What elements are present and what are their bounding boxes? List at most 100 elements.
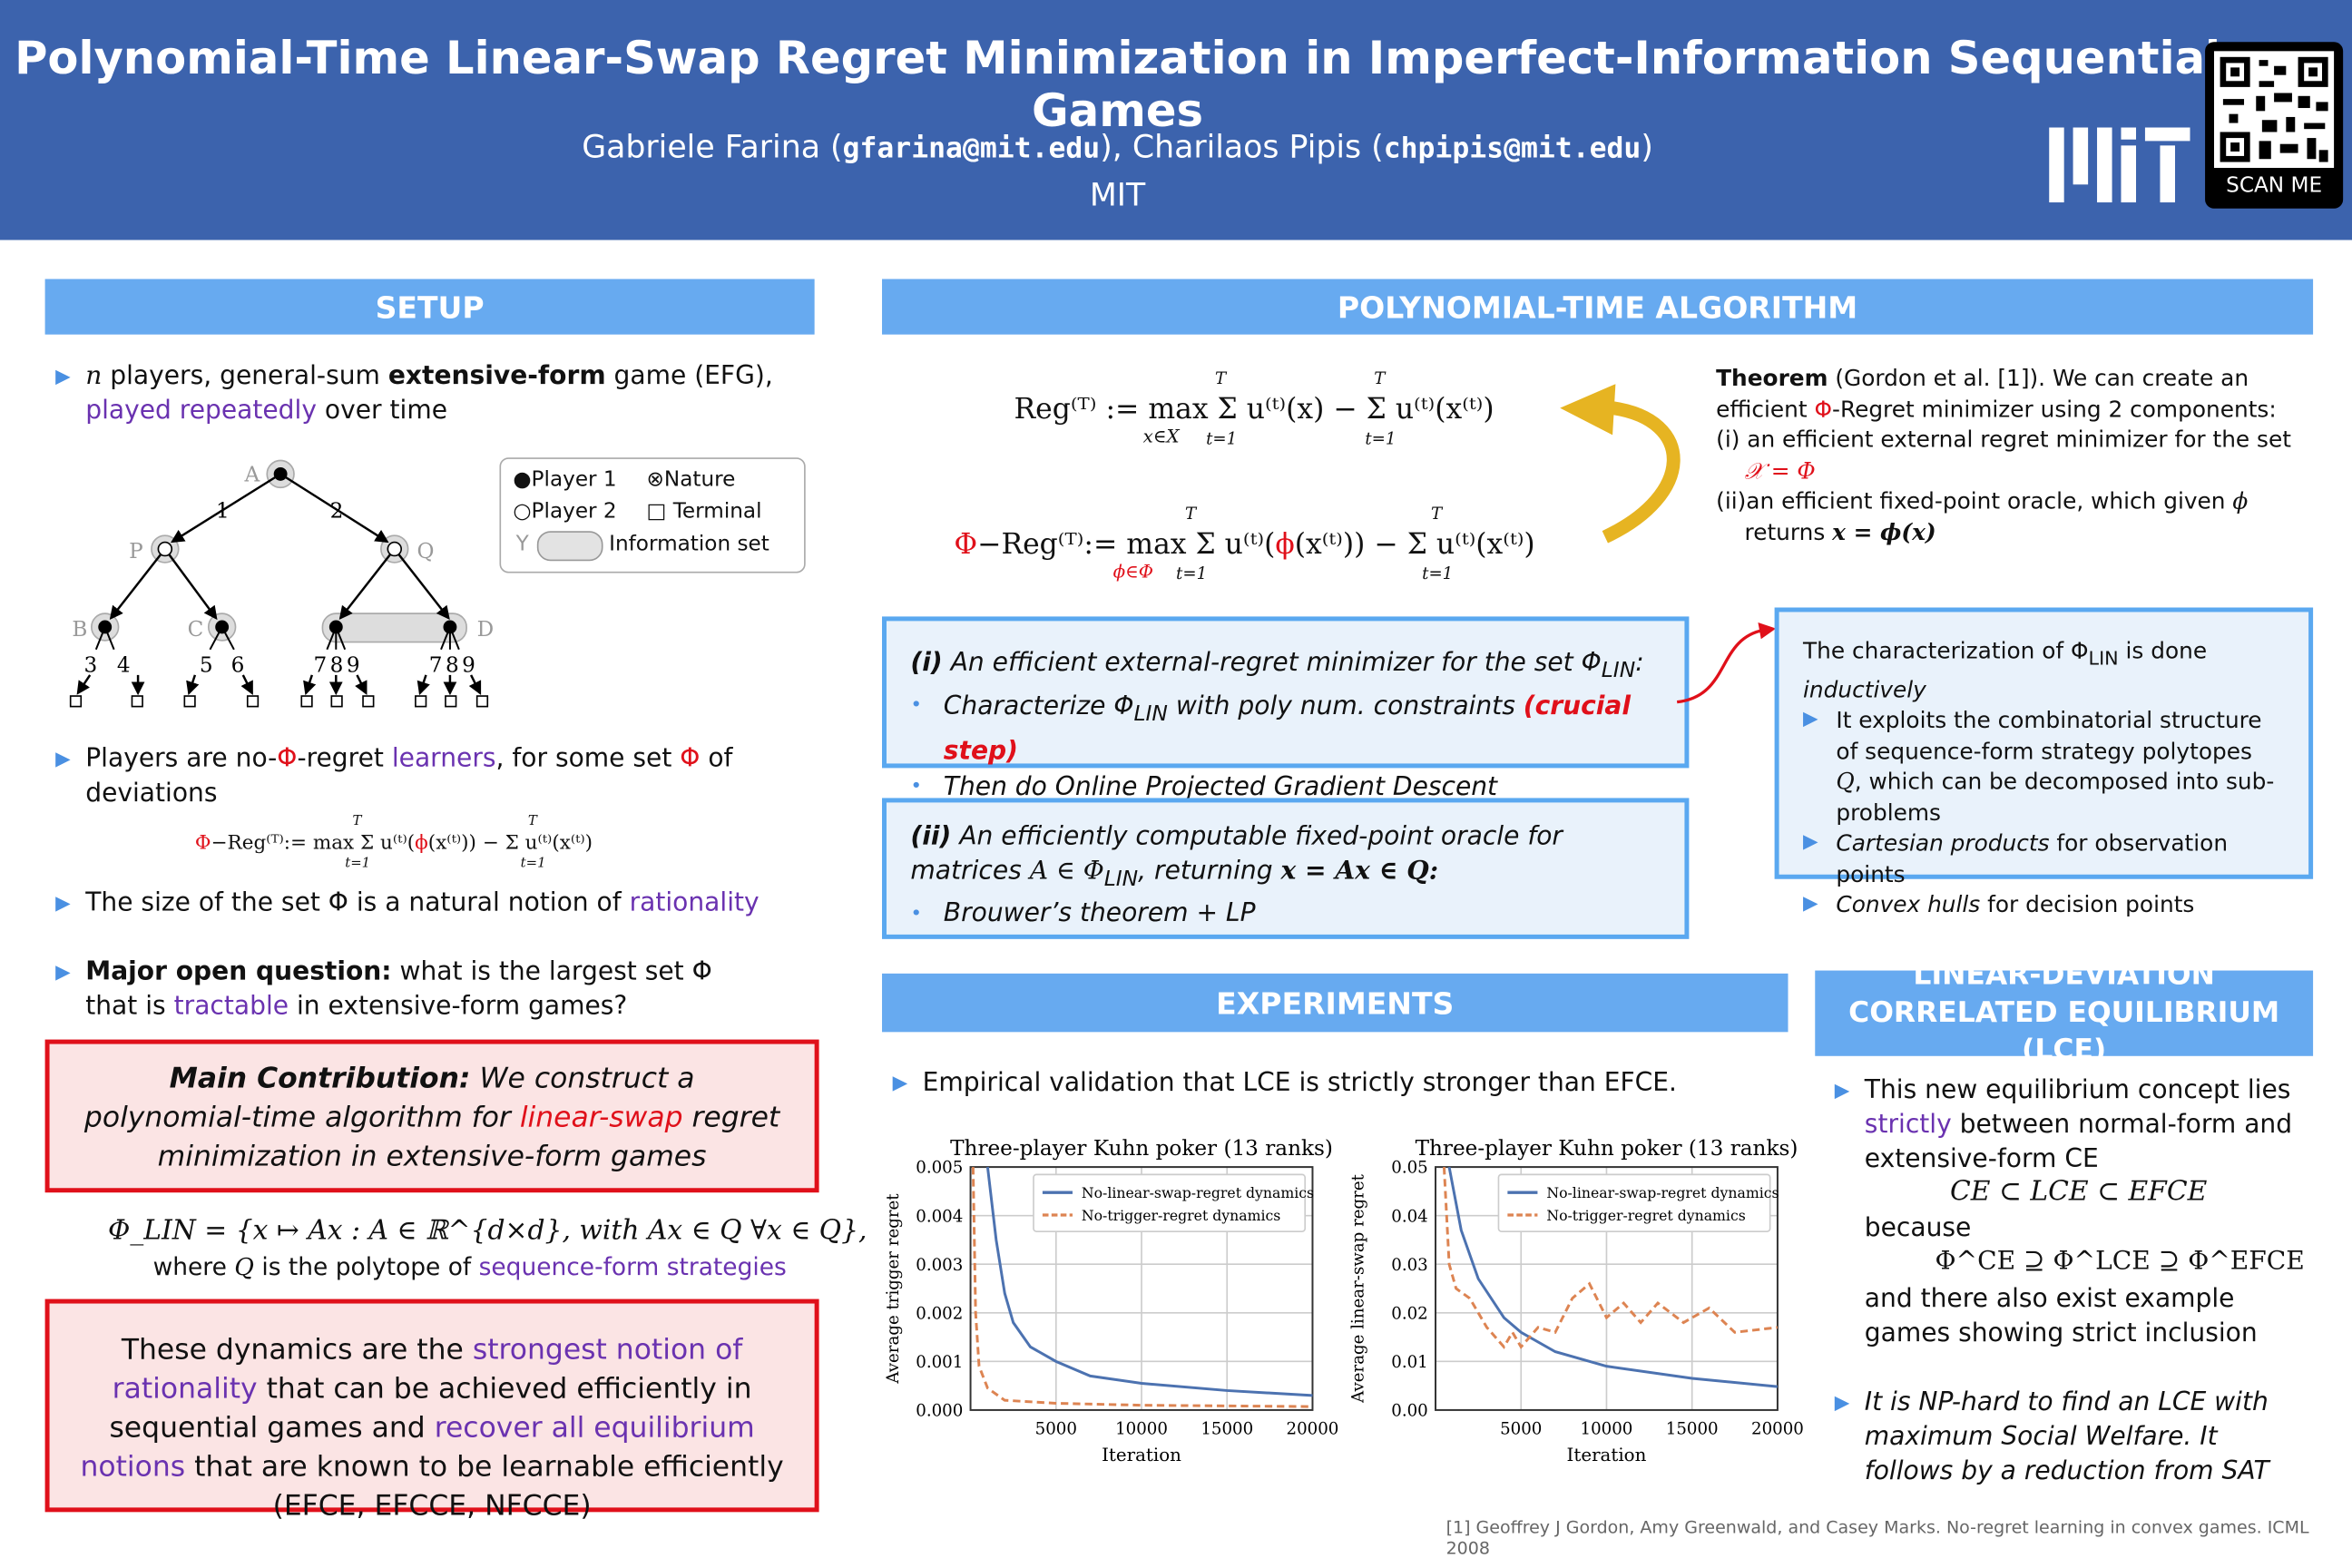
text: of deviations xyxy=(85,743,733,809)
highlight-text: sequence-form strategies xyxy=(478,1252,787,1281)
text: that can be achieved efficiently in sequ… xyxy=(109,1372,752,1445)
y-tick-label: 0.02 xyxy=(1391,1304,1427,1323)
edge-label: 8 xyxy=(446,654,459,678)
x-tick-label: 5000 xyxy=(1500,1419,1542,1438)
text: It is NP-hard to find an LCE with maximu… xyxy=(1864,1387,2269,1487)
legend-label: Terminal xyxy=(672,499,762,524)
formula-part: ϕ xyxy=(2232,487,2249,515)
legend-label: No-linear-swap-regret dynamics xyxy=(1546,1184,1779,1201)
y-tick-label: 0.002 xyxy=(916,1304,963,1323)
chart-trigger-regret: Three-player Kuhn poker (13 ranks) 5000 10… xyxy=(884,1137,1338,1465)
subscript: LIN xyxy=(1103,867,1139,892)
text: game (EFG), xyxy=(605,361,773,392)
regret-formula: Reg⁽ᵀ⁾ := max Σ u⁽ᵗ⁾(x) − Σ u⁽ᵗ⁾(x⁽ᵗ⁾) x… xyxy=(1014,369,1494,449)
y-tick-label: 0.03 xyxy=(1391,1256,1427,1275)
lce-because: because xyxy=(1864,1213,1972,1244)
phi-lin-definition: Φ_LIN = {x ↦ Ax : A ∈ ℝ^{d×d}, with Ax ∈… xyxy=(108,1215,867,1247)
text: (i) an efficient external regret minimiz… xyxy=(1716,426,2291,454)
text: (ii)an efficient fixed-point oracle, whi… xyxy=(1716,487,2233,515)
text: : xyxy=(1635,648,1644,679)
text-bold: extensive-form xyxy=(387,361,606,392)
edge-label: 4 xyxy=(117,654,131,678)
component-1-box: (i) An efficient external-regret minimiz… xyxy=(882,616,1690,802)
node-label: P xyxy=(129,540,143,564)
y-tick-label: 0.04 xyxy=(1391,1207,1427,1226)
legend-box xyxy=(1497,1173,1771,1233)
sum-upper-limit: T xyxy=(1431,504,1443,524)
text: is done xyxy=(2118,637,2208,665)
section-heading-experiments: EXPERIMENTS xyxy=(882,973,1788,1033)
text: that are known to be learnable efficient… xyxy=(185,1450,784,1523)
email-1[interactable]: gfarina@mit.edu xyxy=(842,132,1101,165)
legend-label: Nature xyxy=(663,467,736,493)
text-bold: Main Contribution: xyxy=(169,1062,471,1095)
formula-part: A ∈ Φ xyxy=(1029,856,1104,887)
bullet-triangle-icon: ▶ xyxy=(55,748,71,771)
edge-label: 3 xyxy=(84,654,98,678)
text: The characterization of Φ xyxy=(1803,637,2089,665)
sum-lower-limit: t=1 xyxy=(1365,428,1396,449)
player1-dot-icon: ● xyxy=(513,467,532,493)
legend-label: No-trigger-regret dynamics xyxy=(1082,1207,1280,1224)
legend-box xyxy=(1033,1173,1307,1233)
sum-lower-limit: t=1 xyxy=(520,856,546,872)
text: We construct a polynomial-time algorithm… xyxy=(83,1062,695,1134)
phi-regret-formula-small: Φ−Reg⁽ᵀ⁾:= max Σ u⁽ᵗ⁾(ϕ(x⁽ᵗ⁾)) − Σ u⁽ᵗ⁾(… xyxy=(195,815,593,872)
chart-title: Three-player Kuhn poker (13 ranks) xyxy=(950,1137,1333,1161)
text: These dynamics are the xyxy=(121,1333,473,1367)
text: players, general-sum xyxy=(102,361,388,392)
text: , returning xyxy=(1138,856,1281,887)
bullet-dot-icon: • xyxy=(910,695,923,718)
text: An efficient external-regret minimizer f… xyxy=(942,648,1602,679)
legend-label: No-linear-swap-regret dynamics xyxy=(1082,1184,1314,1201)
terminal-square-icon: □ xyxy=(646,499,673,524)
game-tree-diagram: A P Q B C D 1 2 3 4 5 6 7 8 9 7 8 9 xyxy=(69,459,494,708)
chart-title: Three-player Kuhn poker (13 ranks) xyxy=(1416,1137,1798,1161)
chart-linear-swap-regret: Three-player Kuhn poker (13 ranks) 5000 10… xyxy=(1349,1137,1804,1465)
formula-subscript: ϕ∈Φ xyxy=(1112,561,1154,583)
formula-subscript: x∈X xyxy=(1142,426,1180,447)
y-tick-label: 0.05 xyxy=(1391,1159,1427,1178)
series-line-trigger xyxy=(1442,1167,1779,1349)
qr-label: SCAN ME xyxy=(2226,173,2323,199)
text: , which can be decomposed into sub-probl… xyxy=(1836,768,2275,827)
text-bold: (ii) xyxy=(910,821,952,852)
poster-title: Polynomial-Time Linear-Swap Regret Minim… xyxy=(15,33,2221,139)
text: -Regret minimizer using 2 components: xyxy=(1832,395,2277,423)
text: regret minimization in extensive-form ga… xyxy=(157,1101,780,1173)
text: for observation points xyxy=(1836,829,2229,887)
author-end: ) xyxy=(1641,129,1653,165)
highlight-text: recover all equilibrium notions xyxy=(80,1411,755,1484)
phi-symbol: Φ xyxy=(680,743,701,774)
email-2[interactable]: chpipis@mit.edu xyxy=(1383,132,1642,165)
var-q: Q xyxy=(234,1252,254,1281)
qr-code[interactable]: SCAN ME xyxy=(2205,42,2344,209)
text: is the polytope of xyxy=(253,1252,479,1281)
highlight-text: tractable xyxy=(173,991,289,1022)
nature-icon: ⊗ xyxy=(646,467,664,493)
bullet-triangle-icon: ▶ xyxy=(1803,708,1818,731)
text: over time xyxy=(316,396,447,426)
legend-y: Y xyxy=(515,532,529,557)
plot-frame xyxy=(1435,1166,1779,1411)
highlight-text: played repeatedly xyxy=(85,396,317,426)
text: what is the largest set Φ that is xyxy=(85,956,712,1022)
y-tick-label: 0.003 xyxy=(916,1256,963,1275)
text: for decision points xyxy=(1980,890,2195,918)
main-contribution-box: Main Contribution: We construct a polyno… xyxy=(44,1039,819,1193)
theorem: Theorem (Gordon et al. [1]). We can crea… xyxy=(1716,363,2308,547)
edge-label: 7 xyxy=(429,654,443,678)
text: Characterize Φ xyxy=(943,691,1134,722)
legend-label: No-trigger-regret dynamics xyxy=(1546,1207,1745,1224)
sum-upper-limit: T xyxy=(1374,368,1386,389)
edge-label: 9 xyxy=(347,654,360,678)
edge-label: 7 xyxy=(313,654,327,678)
dynamics-box: These dynamics are the strongest notion … xyxy=(44,1298,819,1523)
lce-inclusion-chain: CE ⊂ LCE ⊂ EFCE xyxy=(1950,1176,2208,1208)
setup-bullet-1: ▶ n players, general-sum extensive-form g… xyxy=(55,360,805,429)
text-bold: Major open question: xyxy=(85,956,392,987)
edge-label: 1 xyxy=(216,499,230,523)
text-italic: inductively xyxy=(1803,675,1926,703)
setup-bullet-4: ▶ Major open question: what is the larges… xyxy=(55,956,760,1024)
